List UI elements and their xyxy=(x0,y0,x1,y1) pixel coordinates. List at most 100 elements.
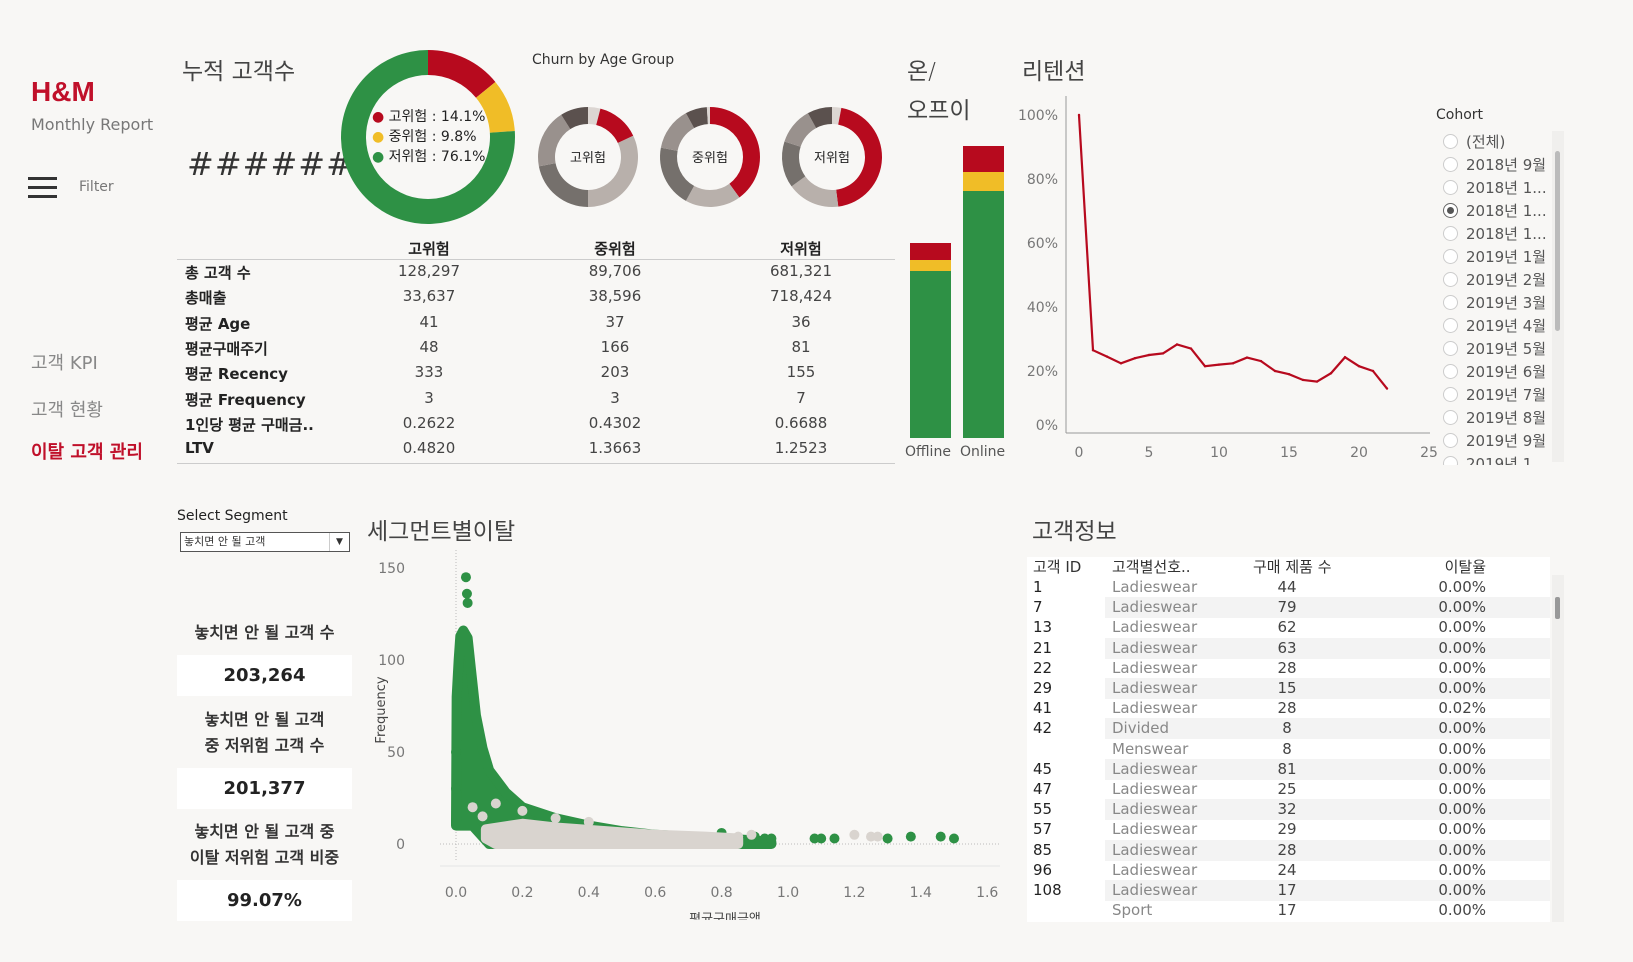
radio-icon[interactable] xyxy=(1443,272,1458,287)
nav-churn-management[interactable]: 이탈 고객 관리 xyxy=(31,442,143,463)
radio-icon[interactable] xyxy=(1443,410,1458,425)
bar-label-online: Online xyxy=(960,444,1006,460)
radio-icon[interactable] xyxy=(1443,341,1458,356)
row-label: 평균 Age xyxy=(185,314,251,333)
table-row[interactable]: 7 Ladieswear 79 0.00% xyxy=(1027,597,1550,619)
scatter-point xyxy=(746,829,757,840)
table-row[interactable]: 13 Ladieswear 62 0.00% xyxy=(1027,617,1550,638)
scatter-point xyxy=(949,833,959,844)
radio-icon[interactable] xyxy=(1443,387,1458,402)
nav-customer-kpi[interactable]: 고객 KPI xyxy=(31,353,98,374)
row-label: 평균 Frequency xyxy=(185,390,306,409)
age-donut-label: 고위험 xyxy=(570,151,606,166)
cohort-option-label: 2019년 9월 xyxy=(1466,432,1547,450)
radio-icon[interactable] xyxy=(1443,134,1458,149)
nav-customer-status[interactable]: 고객 현황 xyxy=(31,400,103,421)
filter-button[interactable]: Filter xyxy=(79,179,114,195)
cohort-option[interactable]: 2019년 9월 xyxy=(1443,430,1546,451)
purchase-count: 63 xyxy=(1277,638,1297,657)
table-row[interactable]: 108 Ladieswear 17 0.00% xyxy=(1027,880,1550,901)
preferred-category: Ladieswear xyxy=(1112,578,1198,596)
cohort-option-label: 2019년 2월 xyxy=(1466,271,1547,289)
customer-id: 42 xyxy=(1033,719,1053,738)
table-row[interactable]: 45 Ladieswear 81 0.00% xyxy=(1027,758,1550,780)
radio-icon[interactable] xyxy=(1443,318,1458,333)
customer-id: 85 xyxy=(1033,840,1053,859)
cohort-option[interactable]: 2019년 4월 xyxy=(1443,315,1546,336)
cohort-option[interactable]: 2019년 5월 xyxy=(1443,338,1546,359)
cohort-option[interactable]: 2019년 1월 xyxy=(1443,246,1546,267)
legend-label: 저위험 : 76.1% xyxy=(388,149,486,165)
table-row[interactable]: Sport 17 0.00% xyxy=(1027,900,1550,921)
table-cell: 0.6688 xyxy=(774,413,828,432)
age-donut-segment xyxy=(660,147,695,201)
radio-icon[interactable] xyxy=(1443,364,1458,379)
y-tick-label: 150 xyxy=(378,561,405,577)
table-row[interactable]: 1 Ladieswear 44 0.00% xyxy=(1027,577,1550,598)
scatter-point xyxy=(460,572,471,583)
retention-point xyxy=(1119,362,1123,365)
purchase-count: 8 xyxy=(1282,719,1292,738)
age-donut-segment xyxy=(807,107,832,129)
scrollbar-thumb[interactable] xyxy=(1555,151,1560,331)
retention-point xyxy=(1091,349,1095,352)
cohort-option-label: 2018년 1... xyxy=(1466,179,1547,197)
row-label: 평균 Recency xyxy=(185,365,288,384)
preferred-category: Ladieswear xyxy=(1112,679,1198,697)
cohort-option[interactable]: 2018년 1... xyxy=(1443,200,1547,221)
cohort-option[interactable]: 2018년 1... xyxy=(1443,177,1547,198)
retention-point xyxy=(1245,356,1249,359)
table-row: 1인당 평균 구매금.. 0.2622 0.4302 0.6688 xyxy=(177,414,895,439)
radio-icon[interactable] xyxy=(1443,295,1458,310)
cohort-option[interactable]: 2019년 8월 xyxy=(1443,407,1546,428)
cohort-option[interactable]: 2019년 3월 xyxy=(1443,292,1546,313)
radio-icon[interactable] xyxy=(1443,180,1458,195)
radio-icon[interactable] xyxy=(1443,433,1458,448)
table-cell: 41 xyxy=(419,312,439,331)
table-row[interactable]: 55 Ladieswear 32 0.00% xyxy=(1027,799,1550,821)
cohort-option[interactable]: 2018년 9월 xyxy=(1443,154,1546,175)
customer-table-scrollbar[interactable] xyxy=(1552,575,1564,922)
table-row[interactable]: 42 Divided 8 0.00% xyxy=(1027,718,1550,740)
segment-dropdown[interactable]: 놓치면 안 될 고객 ▼ xyxy=(180,532,350,552)
age-donut-segment xyxy=(685,183,740,207)
cohort-option[interactable]: (전체) xyxy=(1443,131,1505,152)
radio-icon[interactable] xyxy=(1443,203,1458,218)
hamburger-menu-icon[interactable] xyxy=(28,177,57,198)
table-row[interactable]: 22 Ladieswear 28 0.00% xyxy=(1027,658,1550,679)
table-row[interactable]: 85 Ladieswear 28 0.00% xyxy=(1027,839,1550,861)
customer-id: 45 xyxy=(1033,759,1053,778)
cohort-option[interactable]: 2019년 7월 xyxy=(1443,384,1546,405)
radio-icon[interactable] xyxy=(1443,456,1458,465)
table-row[interactable]: 57 Ladieswear 29 0.00% xyxy=(1027,819,1550,840)
churn-rate: 0.00% xyxy=(1438,820,1486,839)
preferred-category: Ladieswear xyxy=(1112,638,1198,657)
x-tick-label: 25 xyxy=(1420,445,1438,461)
table-row[interactable]: 29 Ladieswear 15 0.00% xyxy=(1027,678,1550,699)
cohort-option[interactable]: 2019년 1... xyxy=(1443,453,1547,465)
table-cell: 0.4302 xyxy=(588,413,642,432)
table-cell: 166 xyxy=(600,337,630,356)
scrollbar-thumb[interactable] xyxy=(1555,597,1560,619)
cohort-option-label: 2018년 1... xyxy=(1466,225,1547,243)
customer-id: 22 xyxy=(1033,658,1053,677)
cohort-option[interactable]: 2019년 6월 xyxy=(1443,361,1546,382)
x-tick-label: 1.2 xyxy=(843,885,865,901)
cohort-option-label: 2019년 1... xyxy=(1466,455,1547,465)
churn-rate: 0.00% xyxy=(1438,759,1486,778)
table-cell: 1.2523 xyxy=(774,439,828,458)
cohort-option[interactable]: 2019년 2월 xyxy=(1443,269,1546,290)
radio-icon[interactable] xyxy=(1443,226,1458,241)
table-row[interactable]: 47 Ladieswear 25 0.00% xyxy=(1027,779,1550,800)
table-row[interactable]: 21 Ladieswear 63 0.00% xyxy=(1027,637,1550,659)
table-row[interactable]: 41 Ladieswear 28 0.02% xyxy=(1027,698,1550,719)
customer-id: 55 xyxy=(1033,800,1053,819)
retention-point xyxy=(1133,357,1137,360)
radio-icon[interactable] xyxy=(1443,249,1458,264)
scatter-point xyxy=(461,588,472,599)
table-row[interactable]: 96 Ladieswear 24 0.00% xyxy=(1027,860,1550,881)
radio-icon[interactable] xyxy=(1443,157,1458,172)
cohort-scrollbar[interactable] xyxy=(1552,131,1564,462)
table-row[interactable]: Menswear 8 0.00% xyxy=(1027,739,1550,760)
cohort-option[interactable]: 2018년 1... xyxy=(1443,223,1547,244)
